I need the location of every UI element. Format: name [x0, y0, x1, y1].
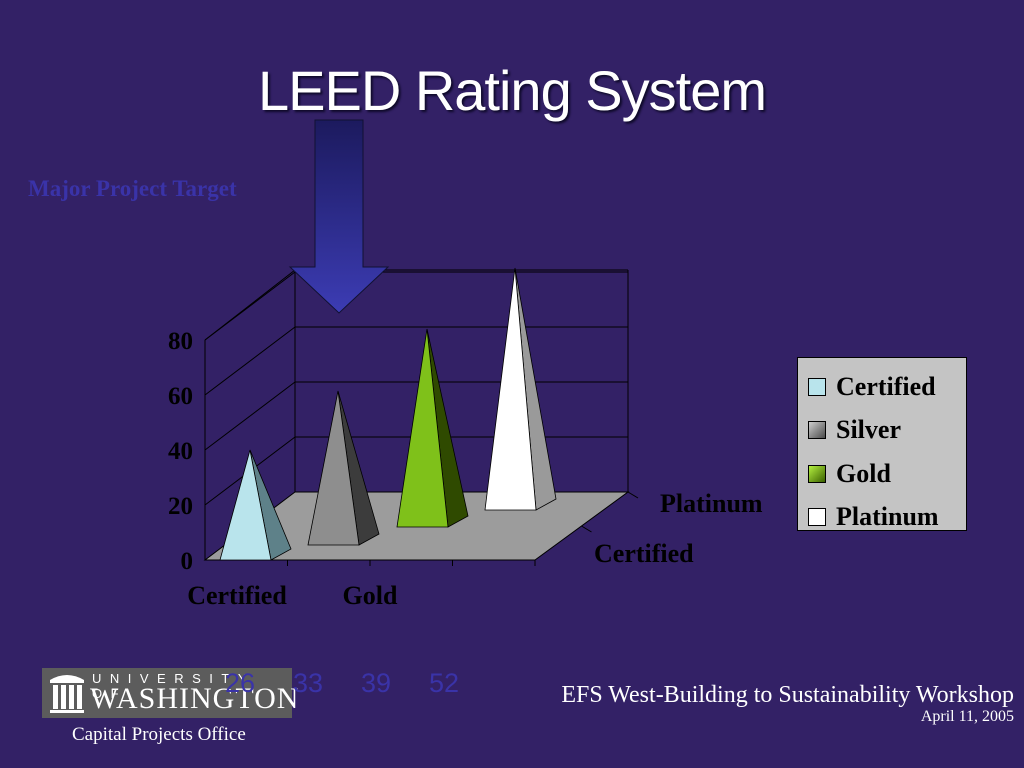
legend-label: Certified [836, 371, 936, 401]
pyramid-front-face [307, 390, 360, 546]
logo-bottom-text: WASHINGTON [90, 682, 300, 715]
pyramid-series [219, 267, 557, 561]
legend-label: Silver [836, 415, 901, 445]
legend-item-silver: Silver [798, 409, 966, 453]
point-scores: 26 33 39 52 [225, 668, 497, 699]
point-score: 39 [361, 668, 392, 698]
depth-tick [627, 491, 639, 499]
legend-item-certified: Certified [798, 365, 966, 409]
presentation-date: April 11, 2005 [920, 708, 1014, 725]
legend-label: Gold [836, 458, 891, 488]
pyramid-gold [396, 328, 469, 528]
gridline [204, 326, 296, 396]
x-tick-label: Certified [187, 581, 287, 610]
target-label: Major Project Target [28, 176, 237, 201]
depth-axis-label: Certified [594, 539, 694, 568]
pyramid-silver [307, 390, 380, 546]
point-score: 26 [225, 668, 256, 698]
point-score: 33 [293, 668, 324, 698]
y-axis-ticks: 0 20 40 60 80 [168, 328, 193, 575]
pyramid-certified [219, 449, 292, 561]
pyramid-front-face [219, 449, 272, 561]
y-tick-label: 60 [168, 383, 193, 410]
x-tick-label: Gold [343, 581, 398, 610]
university-logo: UNIVERSITY OF WASHINGTON [42, 668, 298, 718]
university-columns-icon [50, 675, 84, 713]
legend-swatch-certified [808, 377, 826, 396]
y-tick-label: 20 [168, 493, 193, 520]
legend-swatch-gold [808, 464, 826, 483]
y-tick-label: 40 [168, 438, 193, 465]
legend-label: Platinum [836, 502, 939, 532]
pyramid-platinum [484, 267, 557, 511]
gridline [204, 271, 296, 341]
logo-top-text: UNIVERSITY OF [92, 671, 255, 701]
slide-title: LEED Rating System [258, 59, 767, 122]
office-name: Capital Projects Office [72, 724, 246, 745]
legend-item-platinum: Platinum [798, 496, 966, 540]
workshop-title: EFS West-Building to Sustainability Work… [561, 682, 1014, 708]
depth-tick [581, 525, 592, 533]
pyramid-front-face [396, 328, 449, 528]
point-score: 52 [429, 668, 460, 698]
pyramid-front-face [484, 267, 537, 511]
legend-swatch-silver [808, 421, 826, 440]
chart-legend: Certified Silver Gold Platinum [797, 357, 967, 531]
depth-axis-label: Platinum [660, 489, 763, 518]
legend-item-gold: Gold [798, 452, 966, 496]
target-arrow [288, 119, 390, 314]
legend-swatch-platinum [808, 508, 826, 527]
gridline [204, 381, 296, 451]
y-tick-label: 80 [168, 328, 193, 355]
y-tick-label: 0 [181, 548, 194, 575]
axis-labels: Certified Gold Certified Platinum [187, 489, 763, 610]
